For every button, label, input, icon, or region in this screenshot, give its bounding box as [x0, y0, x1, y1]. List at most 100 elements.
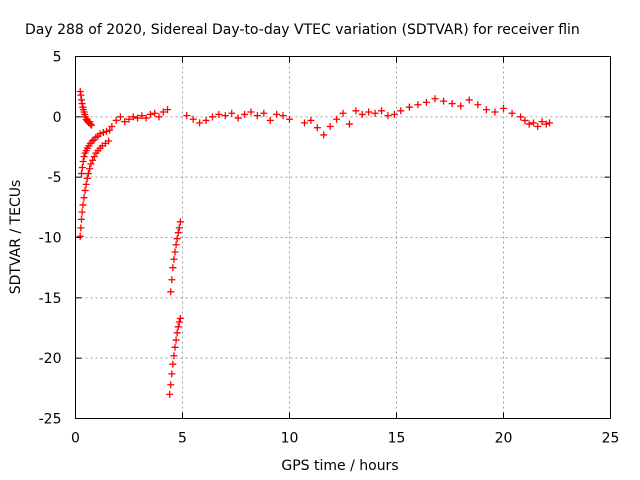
data-point	[320, 131, 328, 139]
data-point	[215, 110, 223, 118]
axis-ticks	[75, 56, 611, 419]
data-point	[171, 248, 179, 256]
y-tick-label: -25	[39, 412, 62, 428]
data-point	[300, 119, 308, 127]
data-point	[414, 101, 422, 109]
data-point	[121, 118, 129, 126]
data-point	[86, 165, 94, 173]
data-point	[422, 98, 430, 106]
data-point	[326, 122, 334, 130]
data-point	[82, 180, 90, 188]
data-point	[108, 122, 116, 130]
data-point	[176, 314, 184, 322]
data-point	[313, 124, 321, 132]
data-point	[175, 224, 183, 232]
data-point	[538, 118, 546, 126]
data-point	[172, 336, 180, 344]
data-point	[167, 288, 175, 296]
data-point	[116, 113, 124, 121]
data-point	[457, 102, 465, 110]
data-point	[78, 208, 86, 216]
data-point	[482, 106, 490, 114]
data-point	[500, 104, 507, 112]
data-point	[167, 381, 175, 389]
data-point	[352, 107, 360, 115]
data-point	[448, 100, 456, 108]
data-point	[81, 186, 89, 194]
data-point	[89, 156, 97, 164]
data-point	[164, 106, 172, 114]
data-point	[465, 96, 473, 104]
data-point	[86, 120, 94, 128]
data-point	[491, 108, 499, 116]
data-point	[440, 97, 448, 105]
data-point	[112, 116, 120, 124]
y-tick-label: -10	[39, 231, 62, 247]
data-point	[431, 95, 439, 103]
data-point	[174, 323, 182, 331]
x-tick-labels: 0 5 10 15 20 25	[71, 431, 619, 447]
data-point	[534, 122, 542, 130]
data-point	[307, 116, 315, 124]
data-point	[529, 119, 537, 127]
data-point	[228, 109, 236, 117]
data-point	[202, 116, 210, 124]
x-tick-label: 25	[602, 431, 620, 447]
data-point	[286, 115, 293, 123]
data-point	[80, 194, 88, 202]
data-point	[358, 110, 366, 118]
y-tick-label: 0	[53, 110, 62, 126]
x-axis-label: GPS time / hours	[281, 458, 398, 474]
x-tick-label: 5	[178, 431, 187, 447]
data-point	[78, 164, 86, 172]
data-point	[84, 170, 92, 178]
data-point	[159, 108, 167, 116]
data-point	[125, 115, 133, 123]
data-point	[138, 112, 146, 120]
data-point	[542, 120, 550, 128]
data-point	[88, 121, 96, 129]
data-point	[397, 107, 405, 115]
x-tick-label: 15	[388, 431, 406, 447]
data-point	[521, 116, 529, 124]
data-point	[173, 329, 181, 337]
data-point	[525, 120, 533, 128]
data-point	[169, 360, 177, 368]
y-tick-label: 5	[53, 50, 62, 66]
data-point	[142, 114, 150, 122]
data-point	[80, 153, 88, 161]
data-point	[247, 108, 255, 116]
data-point	[365, 108, 373, 116]
data-point	[96, 130, 104, 138]
data-point	[169, 264, 177, 272]
data-point	[405, 103, 413, 111]
data-point	[208, 113, 216, 121]
data-point	[106, 126, 114, 134]
data-point	[170, 352, 178, 360]
y-tick-label: -5	[48, 170, 62, 186]
data-point	[129, 113, 137, 121]
data-points	[76, 87, 554, 398]
data-point	[474, 101, 482, 109]
data-point	[76, 232, 84, 240]
data-point	[90, 153, 98, 161]
data-point	[378, 107, 386, 115]
data-point	[77, 170, 85, 178]
data-point	[168, 370, 176, 378]
data-point	[168, 276, 176, 284]
data-point	[79, 157, 87, 165]
y-axis-label: SDTVAR / TECUs	[8, 180, 24, 295]
data-point	[151, 109, 159, 117]
data-point	[105, 137, 113, 145]
data-point	[173, 235, 181, 243]
data-point	[241, 110, 249, 118]
data-point	[345, 120, 353, 128]
chart-title: Day 288 of 2020, Sidereal Day-to-day VTE…	[25, 22, 580, 38]
data-point	[189, 115, 197, 123]
data-point	[234, 114, 242, 122]
data-point	[83, 174, 91, 182]
data-point	[99, 129, 107, 137]
data-point	[87, 160, 95, 168]
data-point	[517, 113, 525, 121]
